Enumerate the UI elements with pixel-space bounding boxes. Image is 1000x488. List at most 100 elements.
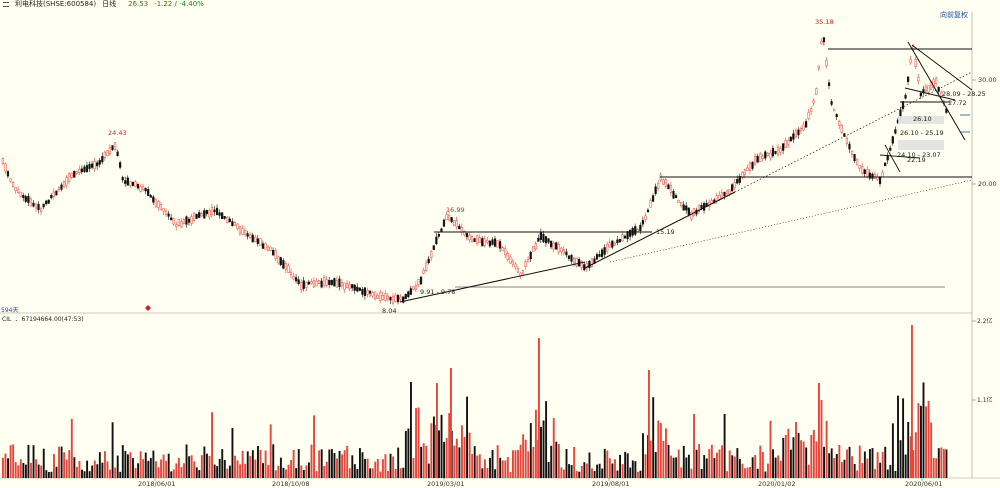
trend-line[interactable] bbox=[584, 71, 973, 269]
candle[interactable] bbox=[266, 244, 270, 252]
candle[interactable] bbox=[442, 218, 446, 228]
candle[interactable] bbox=[417, 279, 420, 288]
candle[interactable] bbox=[256, 235, 259, 247]
candle[interactable] bbox=[379, 289, 382, 304]
candle[interactable] bbox=[45, 199, 48, 206]
candle[interactable] bbox=[208, 208, 211, 220]
candle[interactable] bbox=[590, 257, 593, 268]
candle[interactable] bbox=[134, 180, 137, 188]
candle[interactable] bbox=[603, 244, 606, 258]
candle[interactable] bbox=[621, 230, 624, 243]
stock-name[interactable]: 利电科技(SHSE:600584) bbox=[15, 0, 97, 8]
candle[interactable] bbox=[363, 287, 367, 300]
candle[interactable] bbox=[238, 226, 242, 237]
candle[interactable] bbox=[19, 191, 22, 198]
candle[interactable] bbox=[17, 186, 20, 195]
candle[interactable] bbox=[575, 257, 578, 268]
candle[interactable] bbox=[68, 171, 71, 185]
candle[interactable] bbox=[488, 240, 491, 248]
candle[interactable] bbox=[34, 203, 38, 212]
candle[interactable] bbox=[595, 252, 599, 261]
candle[interactable] bbox=[873, 171, 877, 180]
candle[interactable] bbox=[335, 276, 338, 288]
candle[interactable] bbox=[748, 160, 752, 175]
event-marker-icon[interactable] bbox=[145, 305, 151, 311]
candle[interactable] bbox=[106, 150, 109, 157]
candle[interactable] bbox=[269, 246, 272, 252]
candle[interactable] bbox=[805, 118, 808, 128]
candle[interactable] bbox=[32, 200, 35, 208]
candle[interactable] bbox=[228, 216, 231, 223]
candle[interactable] bbox=[330, 279, 333, 286]
candle[interactable] bbox=[144, 187, 147, 195]
candle[interactable] bbox=[766, 152, 769, 157]
candle[interactable] bbox=[162, 208, 165, 215]
candle[interactable] bbox=[810, 106, 813, 116]
candle[interactable] bbox=[108, 144, 112, 156]
candle[interactable] bbox=[868, 169, 871, 181]
candle[interactable] bbox=[845, 135, 848, 147]
candle[interactable] bbox=[922, 85, 925, 96]
candle[interactable] bbox=[307, 279, 310, 285]
candle[interactable] bbox=[47, 199, 50, 205]
candle[interactable] bbox=[213, 205, 216, 216]
candle[interactable] bbox=[409, 285, 412, 295]
candle[interactable] bbox=[493, 235, 497, 248]
candle[interactable] bbox=[572, 256, 576, 267]
candle[interactable] bbox=[274, 247, 277, 262]
candle[interactable] bbox=[323, 274, 326, 289]
candle[interactable] bbox=[333, 277, 336, 287]
candle[interactable] bbox=[264, 242, 267, 250]
candle[interactable] bbox=[764, 150, 767, 161]
candle[interactable] bbox=[93, 157, 96, 172]
candle[interactable] bbox=[822, 37, 826, 46]
candle[interactable] bbox=[287, 263, 290, 274]
candle[interactable] bbox=[70, 172, 73, 180]
candle[interactable] bbox=[241, 225, 244, 236]
candle[interactable] bbox=[884, 162, 887, 167]
candle[interactable] bbox=[50, 193, 53, 200]
candle[interactable] bbox=[310, 278, 313, 285]
candle[interactable] bbox=[427, 256, 430, 265]
candle[interactable] bbox=[167, 210, 170, 220]
candle[interactable] bbox=[55, 190, 58, 196]
candle[interactable] bbox=[685, 202, 688, 214]
candle[interactable] bbox=[27, 193, 30, 206]
candle[interactable] bbox=[585, 260, 588, 273]
candle[interactable] bbox=[389, 296, 392, 305]
candle[interactable] bbox=[254, 234, 257, 243]
candle[interactable] bbox=[381, 291, 384, 301]
candle[interactable] bbox=[506, 251, 509, 262]
candle[interactable] bbox=[374, 291, 377, 301]
candle[interactable] bbox=[157, 199, 160, 211]
candle[interactable] bbox=[552, 241, 555, 253]
candle[interactable] bbox=[797, 127, 800, 139]
candle[interactable] bbox=[103, 150, 106, 161]
candle[interactable] bbox=[412, 286, 415, 291]
candle[interactable] bbox=[358, 287, 361, 292]
candle[interactable] bbox=[6, 170, 10, 179]
candle[interactable] bbox=[838, 119, 841, 130]
candle[interactable] bbox=[320, 277, 323, 289]
candle[interactable] bbox=[361, 286, 364, 298]
candle[interactable] bbox=[85, 161, 89, 173]
candle[interactable] bbox=[504, 245, 507, 259]
candle[interactable] bbox=[297, 276, 300, 286]
candle[interactable] bbox=[820, 37, 823, 45]
candle[interactable] bbox=[317, 280, 321, 285]
candle[interactable] bbox=[557, 241, 560, 255]
candle[interactable] bbox=[391, 292, 395, 306]
candle[interactable] bbox=[544, 235, 548, 247]
candle[interactable] bbox=[629, 229, 632, 241]
candle[interactable] bbox=[682, 201, 685, 211]
candle[interactable] bbox=[562, 246, 565, 256]
candle[interactable] bbox=[147, 186, 150, 197]
candle[interactable] bbox=[672, 189, 675, 199]
candle[interactable] bbox=[149, 194, 152, 198]
candle[interactable] bbox=[779, 146, 782, 156]
candle[interactable] bbox=[221, 212, 224, 220]
candle[interactable] bbox=[340, 279, 344, 289]
candle[interactable] bbox=[295, 274, 298, 284]
candle[interactable] bbox=[601, 247, 604, 259]
candle[interactable] bbox=[580, 260, 583, 271]
